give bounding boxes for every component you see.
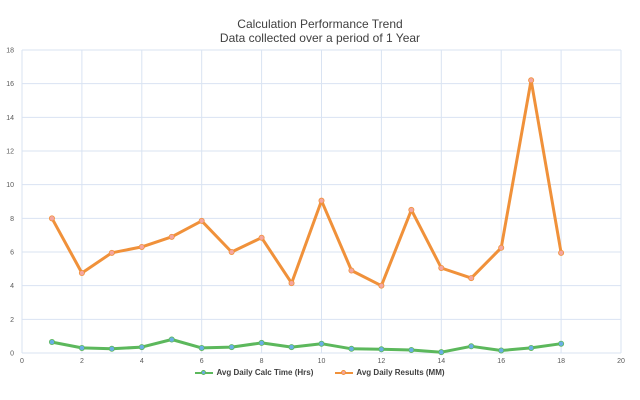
data-point-series-1 (408, 206, 415, 213)
data-point-series-0 (258, 339, 265, 346)
x-tick-label: 0 (20, 358, 24, 365)
legend-item-results: Avg Daily Results (MM) (335, 368, 445, 377)
x-tick-label: 16 (497, 358, 505, 365)
data-point-series-1 (438, 264, 445, 271)
legend-label-calc-time: Avg Daily Calc Time (Hrs) (216, 368, 314, 377)
y-tick-label: 18 (6, 48, 14, 55)
data-point-series-1 (348, 267, 355, 274)
x-tick-label: 10 (318, 358, 326, 365)
y-tick-label: 10 (6, 182, 14, 189)
chart-legend: Avg Daily Calc Time (Hrs) Avg Daily Resu… (0, 368, 640, 377)
legend-label-results: Avg Daily Results (MM) (356, 368, 445, 377)
data-point-series-0 (318, 340, 325, 347)
data-point-series-0 (468, 343, 475, 350)
legend-swatch-results (335, 369, 354, 377)
data-point-series-0 (528, 344, 535, 351)
data-point-series-0 (138, 344, 145, 351)
x-tick-label: 20 (617, 358, 625, 365)
data-point-series-1 (168, 233, 175, 240)
data-point-series-0 (288, 344, 295, 351)
x-tick-label: 2 (80, 358, 84, 365)
data-point-series-1 (498, 244, 505, 251)
x-tick-label: 14 (437, 358, 445, 365)
data-point-series-0 (198, 344, 205, 351)
data-point-series-1 (318, 197, 325, 204)
y-tick-label: 0 (10, 351, 14, 358)
x-tick-label: 4 (140, 358, 144, 365)
chart-subtitle: Data collected over a period of 1 Year (219, 31, 421, 45)
data-point-series-1 (528, 77, 535, 84)
chart-title-block: Calculation Performance Trend Data colle… (0, 17, 640, 45)
y-tick-label: 2 (10, 317, 14, 324)
legend-item-calc-time: Avg Daily Calc Time (Hrs) (195, 368, 313, 377)
data-point-series-0 (78, 344, 85, 351)
data-point-series-1 (468, 275, 475, 282)
y-tick-label: 4 (10, 283, 14, 290)
x-tick-label: 18 (557, 358, 565, 365)
data-point-series-1 (558, 249, 565, 256)
data-point-series-1 (108, 249, 115, 256)
data-point-series-1 (288, 280, 295, 287)
data-point-series-0 (48, 339, 55, 346)
series-line-1 (50, 78, 563, 288)
y-tick-label: 12 (6, 149, 14, 156)
legend-swatch-calc-time (195, 369, 214, 377)
chart-title: Calculation Performance Trend (237, 17, 403, 31)
data-point-series-1 (48, 215, 55, 222)
data-point-series-0 (408, 346, 415, 353)
y-tick-label: 16 (6, 81, 14, 88)
data-point-series-0 (228, 344, 235, 351)
data-point-series-0 (378, 346, 385, 353)
data-point-series-1 (378, 282, 385, 289)
x-tick-label: 8 (260, 358, 264, 365)
x-tick-label: 12 (378, 358, 386, 365)
y-tick-label: 6 (10, 250, 14, 257)
data-point-series-1 (78, 270, 85, 277)
data-point-series-0 (348, 345, 355, 352)
data-point-series-1 (228, 248, 235, 255)
x-tick-label: 6 (200, 358, 204, 365)
data-point-series-1 (138, 243, 145, 250)
data-point-series-1 (258, 234, 265, 241)
y-tick-label: 14 (6, 115, 14, 122)
data-point-series-0 (168, 336, 175, 343)
data-point-series-1 (198, 217, 205, 224)
data-point-series-0 (108, 345, 115, 352)
data-point-series-0 (558, 340, 565, 347)
series-line-0 (50, 338, 563, 354)
data-point-series-0 (498, 347, 505, 354)
y-tick-label: 8 (10, 216, 14, 223)
data-point-series-0 (438, 349, 445, 356)
